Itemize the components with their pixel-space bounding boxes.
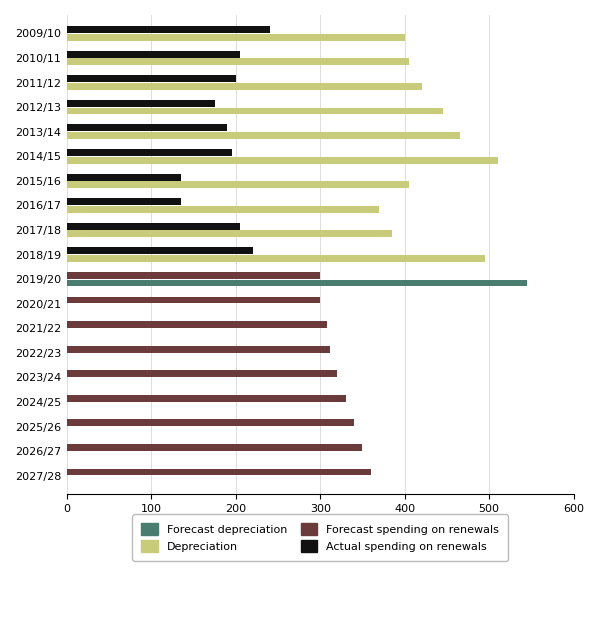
Bar xyxy=(67,75,236,82)
Bar xyxy=(67,34,405,40)
X-axis label: $millions: $millions xyxy=(292,519,348,532)
Bar xyxy=(67,100,214,107)
Bar xyxy=(67,58,409,65)
Bar xyxy=(67,419,354,426)
Bar xyxy=(67,395,346,402)
Bar xyxy=(67,370,337,377)
Bar xyxy=(67,321,327,328)
Legend: Forecast depreciation, Depreciation, Forecast spending on renewals, Actual spend: Forecast depreciation, Depreciation, For… xyxy=(132,514,508,560)
Bar xyxy=(67,297,320,304)
Bar xyxy=(67,230,392,238)
Bar xyxy=(67,255,485,262)
Bar xyxy=(67,272,320,279)
Bar xyxy=(67,51,240,58)
Bar xyxy=(67,345,330,352)
Bar xyxy=(67,247,253,254)
Bar xyxy=(67,173,181,180)
Bar xyxy=(67,444,362,451)
Bar xyxy=(67,125,228,132)
Bar xyxy=(67,149,232,156)
Bar xyxy=(67,132,459,139)
Bar xyxy=(67,107,443,114)
Bar xyxy=(67,157,498,164)
Bar xyxy=(67,83,422,90)
Bar xyxy=(67,26,270,33)
Bar xyxy=(67,181,409,188)
Bar xyxy=(67,223,240,230)
Bar xyxy=(67,469,371,476)
Bar xyxy=(67,206,379,213)
Bar xyxy=(67,198,181,205)
Bar xyxy=(67,279,527,286)
